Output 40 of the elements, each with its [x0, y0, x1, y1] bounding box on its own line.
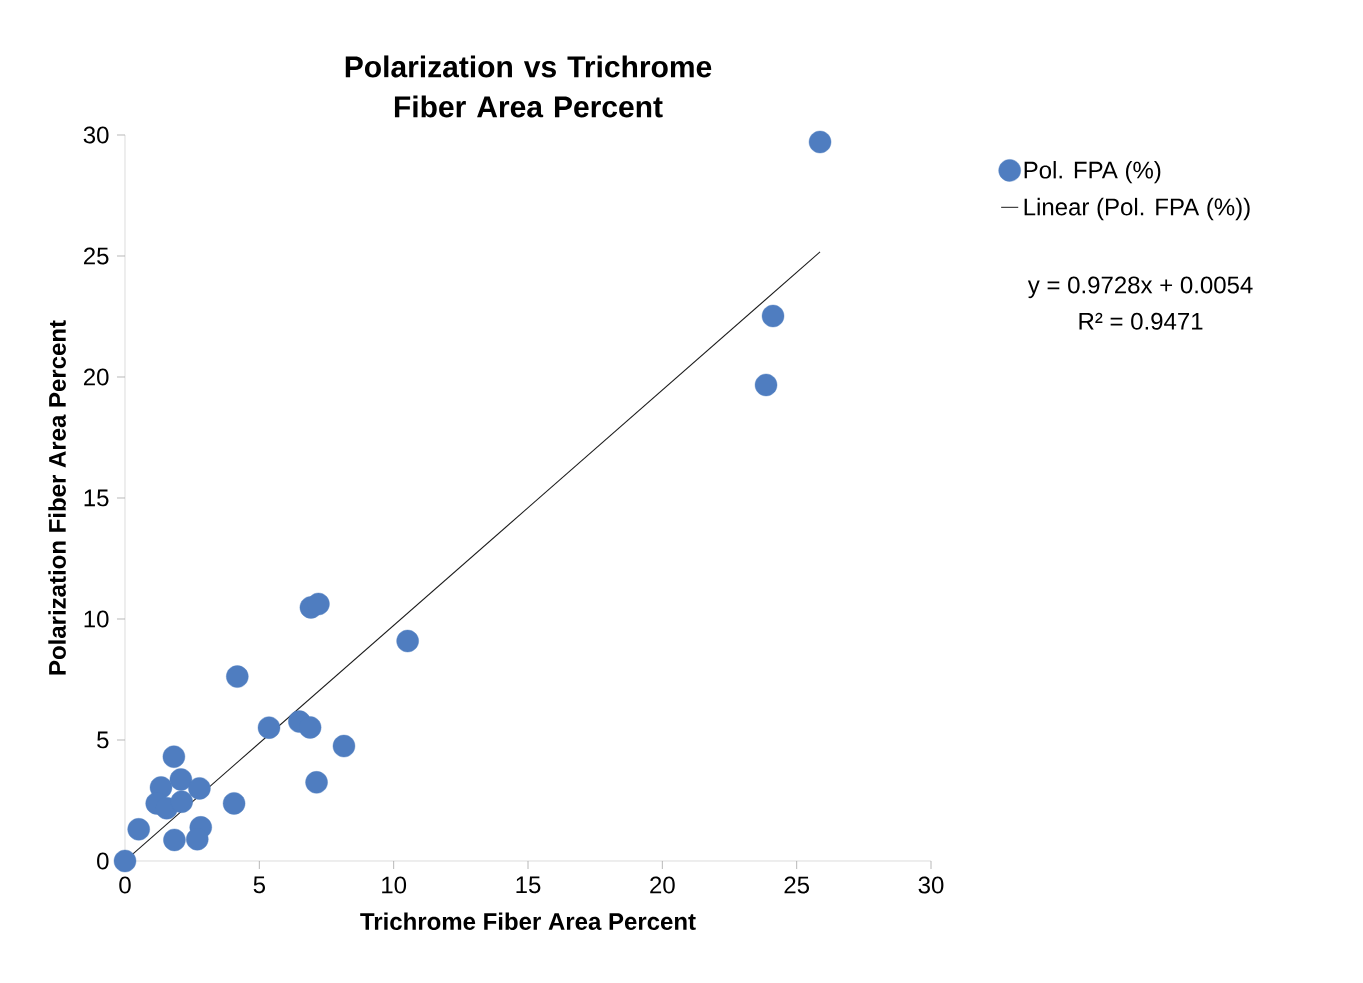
point [188, 777, 211, 800]
x-tick-label: 30 [918, 876, 944, 894]
point [113, 849, 137, 873]
text: R² = 0.9471 [1079, 312, 1203, 330]
point [226, 665, 249, 688]
y-tick-label: 0 [97, 852, 109, 870]
x-axis-title: Trichrome Fiber Area Percent [360, 912, 696, 931]
y-axis-title: Polarization Fiber Area Percent [48, 320, 66, 675]
x-tick-label: 15 [516, 876, 541, 894]
point [186, 828, 209, 851]
y-tick-label: 10 [84, 610, 109, 628]
point [396, 629, 419, 653]
text: y = 0.9728x + 0.0054 [1027, 276, 1253, 299]
point [222, 792, 246, 815]
legend-label: Linear (Pol. FPA (%)) [1024, 197, 1250, 221]
point [257, 716, 281, 739]
x-tick-label: 10 [382, 876, 407, 894]
point [305, 771, 328, 794]
point [761, 304, 785, 328]
point [808, 130, 832, 154]
y-tick-label: 30 [83, 126, 109, 144]
y-tick-label: 25 [83, 247, 109, 265]
x-tick-label: 25 [784, 876, 810, 894]
y-tick-label: 15 [84, 489, 109, 507]
x-tick-label: 20 [650, 876, 675, 894]
point [307, 592, 330, 616]
y-tick-label: 5 [97, 731, 109, 749]
chart-title: Polarization vs Trichrome Fiber Area Percent [345, 55, 712, 118]
point [163, 828, 186, 852]
legend-label: Pol. FPA (%) [1024, 160, 1161, 184]
point [754, 373, 778, 397]
point [127, 818, 150, 841]
point [170, 790, 193, 813]
x-tick-label: 0 [119, 876, 131, 894]
x-tick-label: 5 [253, 876, 265, 894]
point [162, 745, 186, 768]
point [169, 768, 193, 791]
point [298, 716, 322, 739]
y-tick-label: 20 [83, 368, 109, 386]
point [332, 734, 356, 758]
